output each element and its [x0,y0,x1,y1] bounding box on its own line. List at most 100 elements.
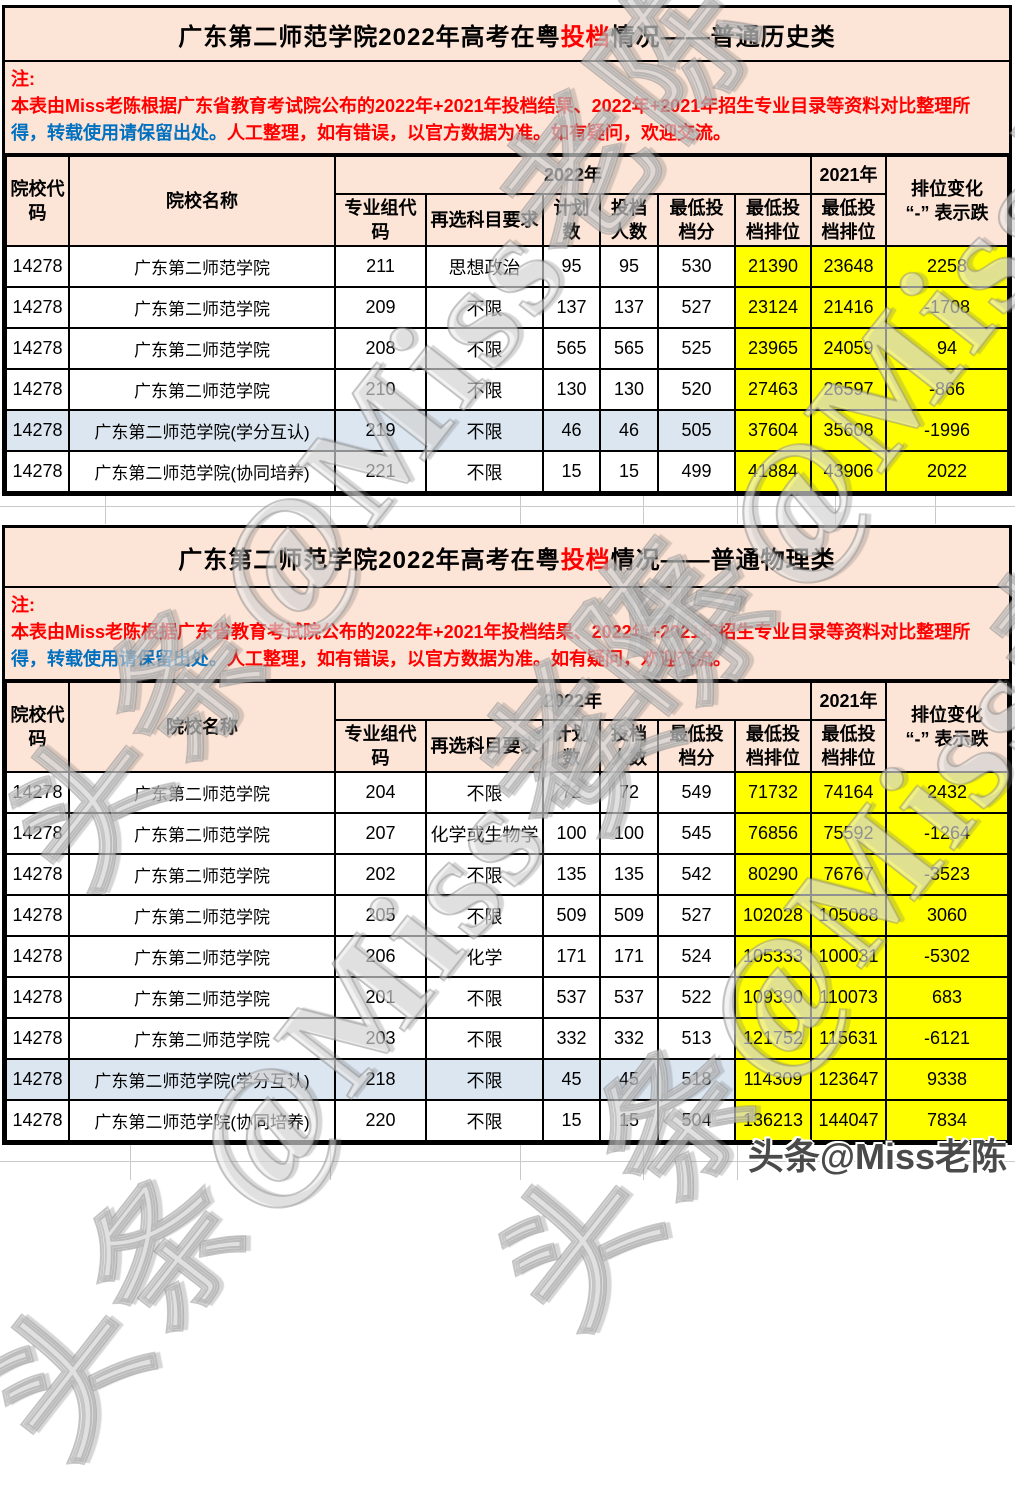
table-cell: 332 [599,1017,659,1060]
table-cell: 广东第二师范学院 [68,976,336,1019]
table-cell: -1708 [885,286,1009,329]
header-rank-change-line2: “-” 表示跌 [905,729,989,749]
table-cell: 221 [334,450,427,493]
data-table: 院校代码 院校名称 2022年 2021年 排位变化 “-” 表示跌 专业组代码 … [5,155,1009,493]
table-cell: 203 [334,1017,427,1060]
table-cell: 219 [334,409,427,452]
table-row: 14278 广东第二师范学院 202 不限 135 135 542 80290 76767 -35… [5,853,1009,896]
table-row: 14278 广东第二师范学院 206 化学 171 171 524 105333 100031-… [5,935,1009,978]
table-cell: 15 [542,1099,601,1142]
table-cell: 21416 [810,286,888,329]
table-cell: 广东第二师范学院 [68,368,336,411]
table-cell: 565 [542,327,601,370]
table-title: 广东第二师范学院2022年高考在粤 投档 情况——普通历史类 [5,8,1009,62]
gridline [520,1142,521,1180]
gridline [105,488,106,524]
table-cell: -6121 [885,1017,1009,1060]
table-cell: 72 [542,771,601,814]
table-cell: 37604 [733,409,813,452]
title-highlight: 投档 [560,23,611,51]
table-cell: 9338 [885,1058,1009,1101]
gridline [643,1142,644,1180]
table-cell: 2022 [885,450,1009,493]
table-row: 14278 广东第二师范学院(协同培养) 220 不限 15 15 504 136213 144… [5,1099,1009,1142]
table-cell: 46 [542,409,601,452]
title-highlight: 投档 [560,546,611,574]
table-cell: 不限 [425,286,544,329]
table-row: 14278 广东第二师范学院 207 化学或生物学 100 100 545 76856 7559… [5,812,1009,855]
table-cell: 207 [334,812,427,855]
table-cell: -866 [885,368,1009,411]
gridline [0,1161,1015,1162]
table-cell: 广东第二师范学院(学分互认) [68,409,336,452]
table-cell: 2258 [885,245,1009,288]
table-cell: 109390 [733,976,813,1019]
table-cell: 518 [657,1058,736,1101]
table-cell: 94 [885,327,1009,370]
table-cell: 76767 [810,853,888,896]
header-college-code: 院校代码 [5,155,70,247]
table-cell: 332 [542,1017,601,1060]
title-text: 广东第二师范学院2022年高考在粤 [178,23,561,51]
header-rank-change-line1: 排位变化 [911,705,983,725]
table-cell: 45 [599,1058,659,1101]
table-cell: 565 [599,327,659,370]
table-cell: 3060 [885,894,1009,937]
note-label: 注: [11,595,35,615]
table-cell: 27463 [733,368,813,411]
header-rank-change-line2: “-” 表示跌 [905,203,989,223]
gridline [737,1142,738,1180]
note-body: 本表由Miss老陈根据广东省教育考试院公布的2022年+2021年投档结果、20… [11,619,1003,673]
table-cell: 广东第二师范学院 [68,935,336,978]
table-cell: 14278 [5,286,70,329]
table-cell: 75592 [810,812,888,855]
table-cell: 14278 [5,935,70,978]
table-cell: -5302 [885,935,1009,978]
table-cell: 广东第二师范学院 [68,812,336,855]
table-cell: 广东第二师范学院(协同培养) [68,450,336,493]
table-cell: 化学或生物学 [425,812,544,855]
table-cell: 广东第二师范学院 [68,286,336,329]
table-cell: 210 [334,368,427,411]
table-cell: 114309 [733,1058,813,1101]
header-plan-count: 计划数 [542,193,601,247]
table-cell: 537 [599,976,659,1019]
table-cell: 537 [542,976,601,1019]
table-cell: 137 [542,286,601,329]
header-year-2021: 2021年 [810,681,888,721]
table-cell: 509 [542,894,601,937]
note-segment: 本表由Miss老陈根据广东省教育考试院公布的2022年+2021年投档结果、20… [11,96,971,116]
table-cell: 136213 [733,1099,813,1142]
table-cell: 505 [657,409,736,452]
table-cell: 23124 [733,286,813,329]
table-cell: 不限 [425,409,544,452]
header-year-2022: 2022年 [333,155,813,195]
header-year-2022: 2022年 [333,681,813,721]
table-row: 14278 广东第二师范学院 203 不限 332 332 513 121752 115631-… [5,1017,1009,1060]
table-cell: 171 [599,935,659,978]
table-row: 14278 广东第二师范学院 205 不限 509 509 527 102028 105088 3… [5,894,1009,937]
header-min-rank-2022: 最低投档排位 [733,193,813,247]
gridline [835,488,836,524]
header-file-count: 投档人数 [599,719,659,773]
table-row: 14278 广东第二师范学院(协同培养) 221 不限 15 15 499 41884 4390… [5,450,1009,493]
table-cell: 144047 [810,1099,888,1142]
table-cell: 499 [657,450,736,493]
table-cell: 549 [657,771,736,814]
header-min-rank-2021: 最低投档排位 [810,719,888,773]
table-cell: 15 [542,450,601,493]
table-row: 14278 广东第二师范学院 201 不限 537 537 522 109390 110073 6… [5,976,1009,1019]
table-cell: 不限 [425,771,544,814]
note-segment: 本表由Miss老陈根据广东省教育考试院公布的2022年+2021年投档结果、20… [11,622,971,642]
table-cell: 115631 [810,1017,888,1060]
table-cell: 545 [657,812,736,855]
table-cell: 24059 [810,327,888,370]
gridline [643,488,644,524]
header-min-score: 最低投档分 [657,193,736,247]
table-cell: 71732 [733,771,813,814]
table-cell: 41884 [733,450,813,493]
table-cell: 76856 [733,812,813,855]
table-cell: 15 [599,1099,659,1142]
table-row: 14278 广东第二师范学院 208 不限 565 565 525 23965 24059 94 [5,327,1009,370]
table-cell: 100 [599,812,659,855]
